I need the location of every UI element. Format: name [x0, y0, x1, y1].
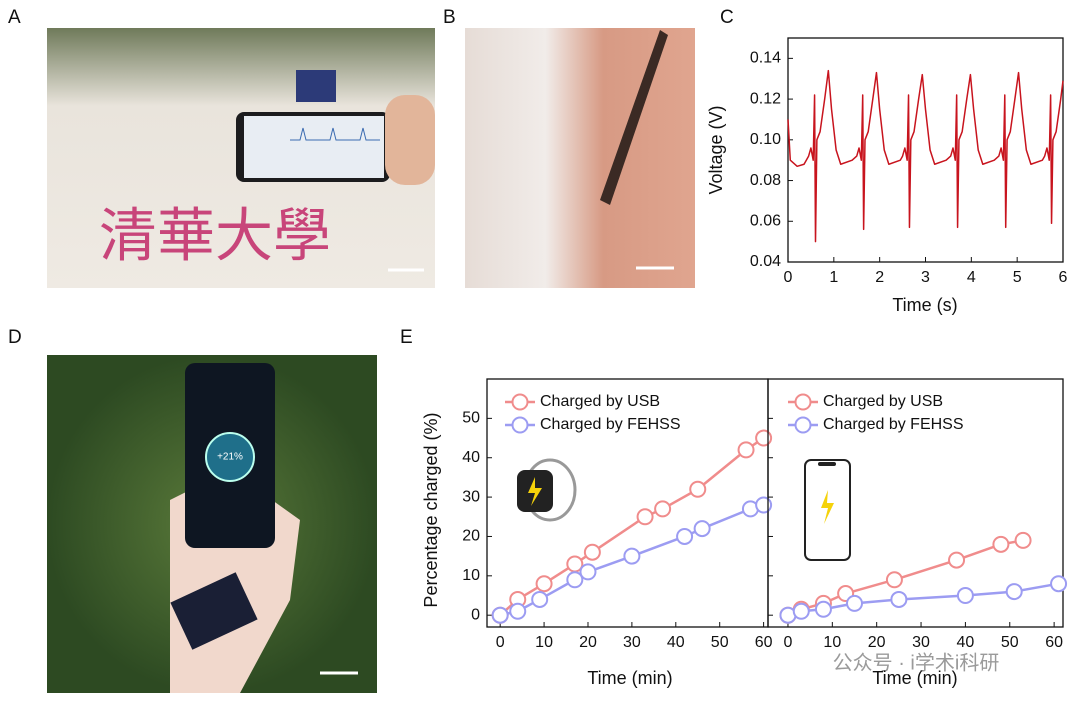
marker	[792, 602, 810, 620]
marker	[737, 441, 755, 459]
watermark: 公众号 · i学术i科研	[833, 651, 1000, 674]
x-tick-label: 0	[496, 634, 505, 651]
marker	[956, 587, 974, 605]
photo-d: +21%	[47, 355, 377, 693]
x-tick-label: 6	[1059, 269, 1068, 286]
marker	[491, 606, 509, 624]
legend-label: Charged by FEHSS	[540, 416, 681, 433]
shirt-text: 清華大學	[99, 203, 331, 268]
x-tick-label: 50	[711, 634, 729, 651]
marker	[846, 594, 864, 612]
x-tick-label: 3	[921, 269, 930, 286]
series-line	[499, 437, 765, 617]
legend-marker	[794, 416, 812, 434]
x-tick-label: 0	[784, 269, 793, 286]
marker	[1050, 575, 1068, 593]
marker	[890, 590, 908, 608]
marker	[583, 543, 601, 561]
marker	[814, 600, 832, 618]
x-tick-label: 20	[579, 634, 597, 651]
marker	[566, 571, 584, 589]
y-tick-label: 0.08	[750, 172, 781, 189]
photo-a: 清華大學	[47, 28, 435, 288]
legend-marker	[794, 393, 812, 411]
marker	[531, 590, 549, 608]
marker	[1014, 531, 1032, 549]
marker	[579, 563, 597, 581]
marker	[689, 480, 707, 498]
x-axis-label: Time (min)	[587, 668, 672, 688]
x-tick-label: 30	[912, 634, 930, 651]
marker	[636, 508, 654, 526]
x-tick-label: 10	[535, 634, 553, 651]
y-tick-label: 0.12	[750, 90, 781, 107]
phone-text: +21%	[217, 452, 243, 463]
plot-frame	[787, 37, 1064, 263]
panel-label: D	[8, 327, 22, 348]
series-line	[787, 69, 1064, 243]
y-tick-label: 30	[462, 488, 480, 505]
legend-label: Charged by USB	[540, 393, 660, 410]
y-axis-label: Voltage (V)	[706, 105, 726, 194]
x-tick-label: 5	[1013, 269, 1022, 286]
y-tick-label: 20	[462, 528, 480, 545]
x-tick-label: 2	[875, 269, 884, 286]
legend-label: Charged by USB	[823, 393, 943, 410]
x-tick-label: 30	[623, 634, 641, 651]
legend-marker	[511, 416, 529, 434]
marker	[755, 429, 773, 447]
marker	[676, 527, 694, 545]
y-tick-label: 0.06	[750, 212, 781, 229]
legend-marker	[511, 393, 529, 411]
marker	[948, 551, 966, 569]
panel-label: B	[443, 7, 456, 28]
marker	[992, 535, 1010, 553]
panel-label: E	[400, 327, 413, 348]
marker	[623, 547, 641, 565]
marker	[693, 520, 711, 538]
y-axis-label: Percentage charged (%)	[421, 412, 441, 607]
marker	[509, 602, 527, 620]
x-tick-label: 50	[1001, 634, 1019, 651]
x-tick-label: 1	[829, 269, 838, 286]
y-tick-label: 40	[462, 449, 480, 466]
x-tick-label: 60	[1045, 634, 1063, 651]
marker	[755, 496, 773, 514]
panel-label: C	[720, 7, 734, 28]
y-tick-label: 0.10	[750, 131, 781, 148]
y-tick-label: 0.14	[750, 50, 781, 67]
marker	[885, 571, 903, 589]
x-tick-label: 40	[957, 634, 975, 651]
x-tick-label: 0	[784, 634, 793, 651]
x-tick-label: 40	[667, 634, 685, 651]
y-tick-label: 0	[471, 606, 480, 623]
y-tick-label: 10	[462, 567, 480, 584]
marker	[654, 500, 672, 518]
series-line	[499, 503, 764, 617]
photo-b	[465, 28, 695, 288]
marker	[1005, 583, 1023, 601]
x-axis-label: Time (s)	[892, 295, 957, 315]
x-tick-label: 60	[755, 634, 773, 651]
y-tick-label: 0.04	[750, 253, 781, 270]
watch-icon	[517, 458, 577, 522]
x-tick-label: 20	[868, 634, 886, 651]
x-tick-label: 4	[967, 269, 976, 286]
plot-frame	[767, 378, 1064, 628]
y-tick-label: 50	[462, 410, 480, 427]
marker	[535, 575, 553, 593]
x-tick-label: 10	[823, 634, 841, 651]
panel-label: A	[8, 7, 21, 28]
phone-icon	[804, 459, 851, 561]
x-axis-label: Time (min)	[872, 668, 957, 688]
legend-label: Charged by FEHSS	[823, 416, 964, 433]
